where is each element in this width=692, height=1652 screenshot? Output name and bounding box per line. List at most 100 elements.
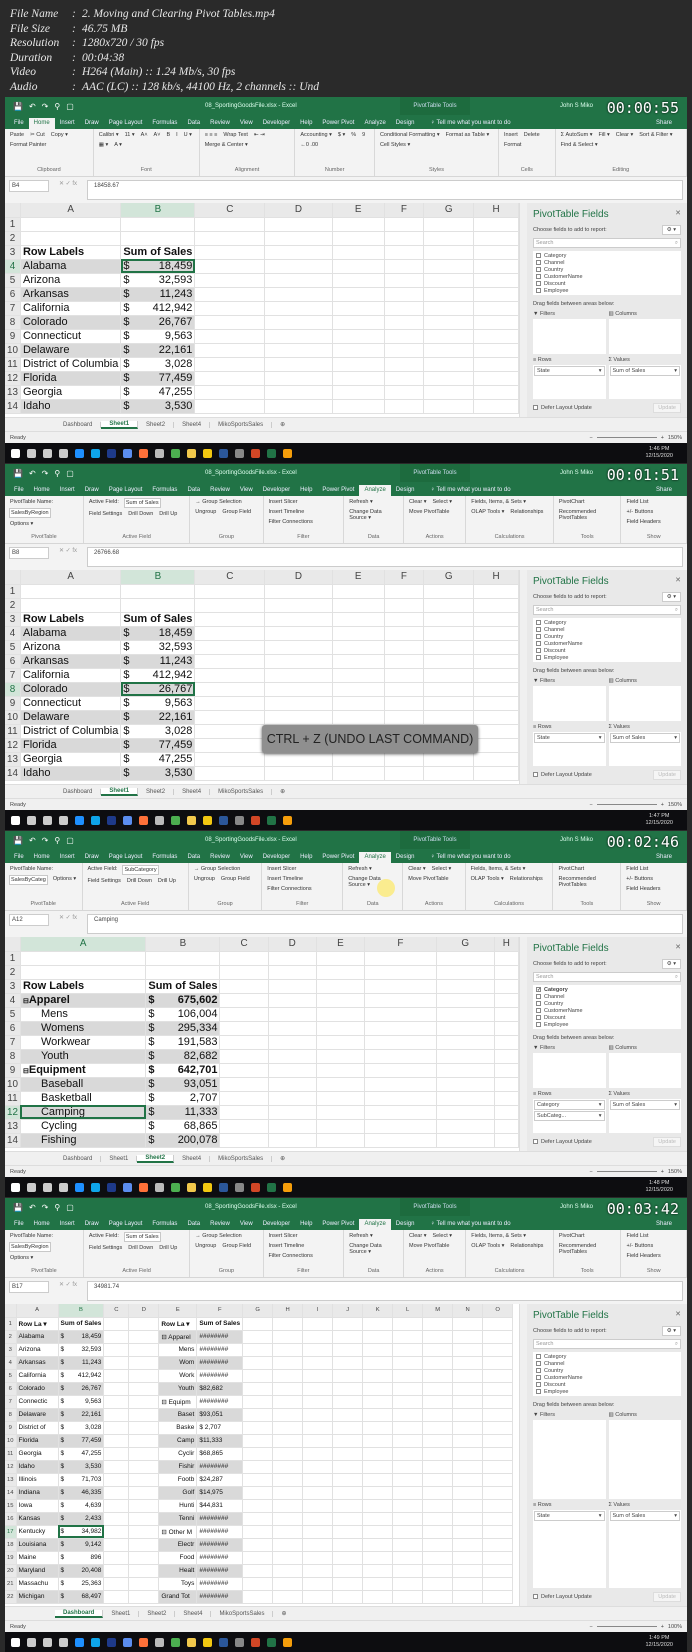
tab-home[interactable]: Home (28, 118, 55, 129)
cell-B3[interactable]: Sum of Sales (120, 245, 196, 260)
cell-F4[interactable] (384, 259, 425, 274)
cell-I4[interactable] (302, 1356, 334, 1370)
app-cloud-icon[interactable] (155, 1637, 164, 1647)
ribbon-button[interactable]: Field List (626, 499, 649, 505)
area-field-rows[interactable]: Category ▾ (534, 1099, 605, 1110)
row-header[interactable]: 16 (5, 1512, 17, 1526)
cell-A3[interactable]: Row Labels (20, 979, 147, 994)
cell-E1[interactable] (316, 951, 365, 966)
cell-E11[interactable] (332, 357, 385, 372)
cell-H1[interactable] (473, 584, 519, 599)
cell-B9[interactable]: $9,563 (120, 696, 196, 711)
cell-I3[interactable] (302, 1343, 334, 1357)
formula-input[interactable]: 34981.74 (87, 1281, 683, 1301)
dropdown-icon[interactable]: ▾ (674, 1512, 677, 1519)
cell-A9[interactable]: Connecticut (20, 329, 122, 344)
ribbon-button[interactable]: Fill ▾ (598, 132, 610, 138)
sheet-tab-mikosportssales[interactable]: MikoSportsSales (210, 1155, 273, 1162)
cell-J12[interactable] (332, 1460, 364, 1474)
cell-D10[interactable] (128, 1434, 160, 1448)
share-button[interactable]: Share (655, 487, 672, 493)
cell-L10[interactable] (392, 1434, 424, 1448)
powerpoint-icon[interactable] (251, 1637, 260, 1647)
field-checkbox[interactable] (536, 260, 541, 265)
column-header-E[interactable]: E (158, 1304, 198, 1318)
app-cloud-icon[interactable] (155, 815, 164, 825)
cell-K7[interactable] (362, 1395, 394, 1409)
formula-input[interactable]: Camping (87, 914, 683, 934)
cell-K15[interactable] (362, 1499, 394, 1513)
cell-I12[interactable] (302, 1460, 334, 1474)
tab-formulas[interactable]: Formulas (152, 120, 178, 126)
ribbon-button[interactable]: Recommended PivotTables (558, 876, 596, 888)
cell-H1[interactable] (272, 1317, 304, 1331)
zoom-out-button[interactable]: − (589, 434, 593, 441)
column-header-H[interactable]: H (494, 937, 519, 952)
cell-G10[interactable] (423, 343, 475, 358)
sheet-tab-sheet4[interactable]: Sheet4 (175, 1610, 212, 1617)
cell-C5[interactable] (103, 1369, 130, 1383)
cell-C14[interactable] (103, 1486, 130, 1500)
cell-E2[interactable] (316, 965, 365, 980)
file-explorer-icon[interactable] (187, 815, 196, 825)
cell-K21[interactable] (362, 1577, 394, 1591)
cell-G9[interactable] (423, 329, 475, 344)
column-header-B[interactable]: B (120, 203, 196, 218)
app-disc-icon[interactable] (235, 1182, 244, 1192)
cell-C3[interactable] (103, 1343, 130, 1357)
cell-E10[interactable] (332, 343, 385, 358)
cell-A22[interactable]: Michigan (16, 1590, 59, 1604)
cell-C6[interactable] (194, 654, 266, 669)
taskbar-clock[interactable]: 1:47 PM 12/15/2020 (645, 813, 673, 827)
word-icon[interactable] (219, 1637, 228, 1647)
cell-C6[interactable] (219, 1021, 269, 1036)
cell-M3[interactable] (422, 1343, 454, 1357)
tab-design[interactable]: Design (395, 120, 415, 126)
select-all-corner[interactable] (5, 203, 22, 218)
cell-B10[interactable]: $22,161 (120, 710, 196, 725)
cell-I5[interactable] (302, 1369, 334, 1383)
cell-L8[interactable] (392, 1408, 424, 1422)
cell-C3[interactable] (194, 612, 266, 627)
cell-F2[interactable] (384, 231, 425, 246)
cell-G22[interactable] (242, 1590, 274, 1604)
cell-C4[interactable] (194, 259, 266, 274)
tab-data[interactable]: Data (187, 854, 201, 860)
cell-I14[interactable] (302, 1486, 334, 1500)
cell-H2[interactable] (494, 965, 519, 980)
cell-E8[interactable] (316, 1049, 365, 1064)
tab-view[interactable]: View (239, 1221, 253, 1227)
cell-O3[interactable] (482, 1343, 514, 1357)
row-header[interactable]: 9 (5, 1063, 22, 1078)
area-field-values[interactable]: Sum of Sales ▾ (609, 365, 680, 376)
tab-analyze[interactable]: Analyze (364, 120, 386, 126)
cell-N5[interactable] (452, 1369, 484, 1383)
cell-G5[interactable] (423, 273, 475, 288)
tab-developer[interactable]: Developer (262, 487, 291, 493)
close-pane-icon[interactable]: ✕ (675, 210, 681, 217)
tools-gear-icon[interactable]: ⚙ ▾ (661, 225, 681, 235)
cell-B13[interactable]: $47,255 (120, 752, 196, 767)
cell-D5[interactable] (264, 273, 333, 288)
cell-E8[interactable]: Baset (158, 1408, 198, 1422)
cell-A9[interactable]: ⊟Equipment (20, 1063, 147, 1078)
ribbon-button[interactable]: Drill Down (126, 878, 152, 884)
cell-E13[interactable] (332, 752, 385, 767)
cell-N20[interactable] (452, 1564, 484, 1578)
cell-L18[interactable] (392, 1538, 424, 1552)
cell-D1[interactable] (268, 951, 317, 966)
field-checkbox[interactable] (536, 1382, 541, 1387)
cell-B1[interactable] (120, 584, 196, 599)
cell-A11[interactable]: District of Columbia (20, 724, 122, 739)
cell-H22[interactable] (272, 1590, 304, 1604)
field-search-input[interactable]: Search ⌕ (533, 972, 681, 982)
cell-B11[interactable]: $2,707 (145, 1091, 221, 1106)
cell-C20[interactable] (103, 1564, 130, 1578)
cell-G1[interactable] (242, 1317, 274, 1331)
cell-J1[interactable] (332, 1317, 364, 1331)
cell-J2[interactable] (332, 1330, 364, 1344)
cell-D17[interactable] (128, 1525, 160, 1539)
area-field-rows[interactable]: State ▾ (534, 732, 605, 743)
tab-formulas[interactable]: Formulas (152, 854, 178, 860)
cell-F13[interactable] (384, 385, 425, 400)
